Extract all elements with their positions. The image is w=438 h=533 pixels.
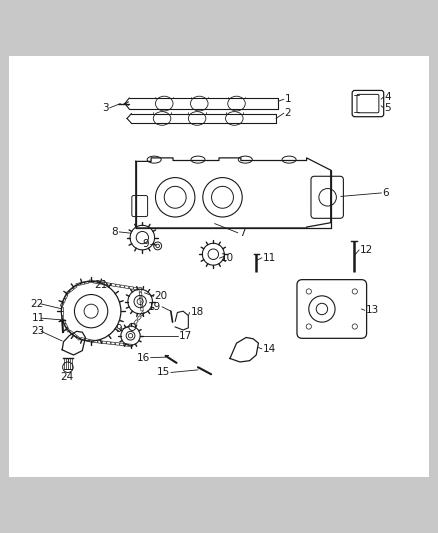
Bar <box>124 343 128 346</box>
Bar <box>107 283 111 286</box>
Bar <box>106 342 111 344</box>
Text: 6: 6 <box>382 188 389 198</box>
Bar <box>120 343 124 346</box>
Text: 8: 8 <box>112 227 118 237</box>
Text: 1: 1 <box>285 94 291 104</box>
Text: 12: 12 <box>360 245 373 255</box>
Bar <box>89 280 93 283</box>
Bar <box>69 330 74 335</box>
Bar <box>102 341 106 344</box>
Bar <box>66 290 70 295</box>
Bar <box>85 338 89 342</box>
Text: 13: 13 <box>366 305 379 316</box>
Text: 23: 23 <box>32 326 45 336</box>
Bar <box>111 284 116 286</box>
Bar <box>125 286 129 288</box>
Bar <box>62 298 66 303</box>
Bar <box>76 336 81 340</box>
Bar <box>93 340 98 343</box>
Text: 21: 21 <box>94 280 107 290</box>
Text: 10: 10 <box>220 253 233 263</box>
Bar <box>134 287 138 290</box>
Text: 9: 9 <box>142 239 149 249</box>
Text: 7: 7 <box>239 228 245 238</box>
Text: 11: 11 <box>263 253 276 263</box>
Bar <box>111 342 115 345</box>
Bar <box>141 307 143 311</box>
Bar <box>61 307 63 311</box>
Text: 24: 24 <box>60 373 73 383</box>
Bar <box>85 281 89 284</box>
Text: 22: 22 <box>31 298 44 309</box>
Bar <box>116 284 120 287</box>
Text: 5: 5 <box>385 103 391 113</box>
Bar <box>98 341 102 343</box>
Bar <box>139 287 141 292</box>
Text: 17: 17 <box>179 330 192 341</box>
Text: 11: 11 <box>32 313 45 323</box>
Text: 18: 18 <box>191 308 204 318</box>
Bar <box>60 302 64 307</box>
Text: 3: 3 <box>102 103 109 113</box>
Bar <box>76 282 80 286</box>
Bar <box>66 327 70 332</box>
Bar <box>64 294 68 299</box>
Bar <box>80 282 85 285</box>
Bar <box>64 324 68 328</box>
Text: 19: 19 <box>148 302 161 312</box>
Bar <box>98 281 102 284</box>
Bar <box>137 316 141 320</box>
Bar <box>61 311 63 316</box>
Bar <box>62 319 66 324</box>
Bar <box>115 343 120 345</box>
Bar <box>102 282 106 285</box>
Bar <box>69 288 74 292</box>
Text: 15: 15 <box>157 367 170 377</box>
Text: 16: 16 <box>137 353 150 362</box>
Bar <box>140 297 142 301</box>
Bar <box>89 340 93 343</box>
Bar <box>129 286 134 289</box>
Bar <box>140 311 145 316</box>
Bar <box>72 333 77 337</box>
Bar <box>80 337 85 341</box>
Bar <box>140 302 143 306</box>
Text: 9: 9 <box>115 324 122 334</box>
Text: 4: 4 <box>385 92 391 102</box>
Text: 14: 14 <box>263 344 276 354</box>
Bar <box>93 281 98 284</box>
Text: 20: 20 <box>155 291 168 301</box>
Bar <box>134 320 138 324</box>
Bar <box>72 285 77 289</box>
Bar <box>139 292 142 296</box>
Bar <box>61 316 63 320</box>
Bar <box>128 344 133 347</box>
Bar <box>120 285 124 288</box>
Text: 2: 2 <box>285 108 291 118</box>
